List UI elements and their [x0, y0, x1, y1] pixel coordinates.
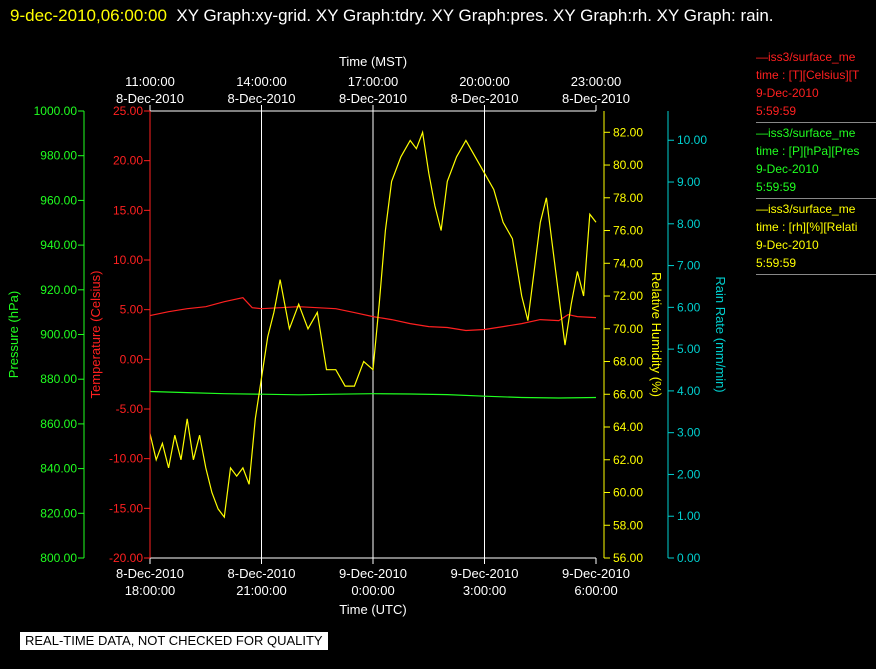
- rain-axis-tick-label: 0.00: [677, 551, 701, 565]
- rain-axis-tick-label: 7.00: [677, 259, 701, 273]
- legend-date: 9-Dec-2010: [756, 162, 819, 176]
- x-bottom-tick-date: 9-Dec-2010: [451, 566, 519, 581]
- legend-date: 9-Dec-2010: [756, 238, 819, 252]
- temperature-axis-tick-label: 5.00: [120, 303, 144, 317]
- series-layer: [149, 129, 597, 519]
- rain-axis-tick-label: 6.00: [677, 300, 701, 314]
- rain-axis-label: Rain Rate (mm/min): [713, 276, 728, 392]
- axes-layer: 8-Dec-2010 18:00:00 8-Dec-2010 21:00:00 9-De…: [6, 54, 728, 617]
- rh-series-line: [149, 129, 597, 519]
- rh-axis-tick-label: 62.00: [613, 453, 643, 467]
- temperature-axis-tick-label: 0.00: [120, 352, 144, 366]
- rain-axis-tick-label: 5.00: [677, 342, 701, 356]
- x-top-tick-time: 20:00:00: [459, 74, 510, 89]
- pressure-axis-tick-label: 960.00: [40, 193, 77, 207]
- legend-time: 5:59:59: [756, 256, 797, 270]
- rh-axis-tick-label: 82.00: [613, 125, 643, 139]
- x-top-tick-time: 11:00:00: [125, 74, 175, 89]
- rh-axis-tick-label: 58.00: [613, 518, 643, 532]
- pressure-axis-tick-label: 880.00: [40, 372, 77, 386]
- rain-axis-tick-label: 1.00: [677, 509, 701, 523]
- graph-list: XY Graph:xy-grid. XY Graph:tdry. XY Grap…: [176, 6, 774, 25]
- x-top-tick-date: 8-Dec-2010: [116, 91, 184, 106]
- rain-axis-tick-label: 4.00: [677, 384, 701, 398]
- rain-axis-tick-label: 3.00: [677, 426, 701, 440]
- rh-axis-label: Relative Humidity (%): [649, 272, 664, 397]
- legend-units: time : [rh][%][Relati: [756, 220, 858, 234]
- legend-time: 5:59:59: [756, 104, 797, 118]
- x-bottom-tick-date: 8-Dec-2010: [116, 566, 184, 581]
- x-top-tick-time: 23:00:00: [571, 74, 622, 89]
- rh-axis-tick-label: 56.00: [613, 551, 643, 565]
- pressure-axis-tick-label: 980.00: [40, 149, 77, 163]
- temperature-axis-tick-label: 15.00: [113, 203, 143, 217]
- pressure-axis-label: Pressure (hPa): [6, 291, 21, 378]
- temperature-axis-tick-label: -15.00: [109, 501, 143, 515]
- x-bottom-tick-time: 21:00:00: [236, 583, 287, 598]
- legend-line: —iss3/surface_me: [756, 50, 856, 64]
- legend-units: time : [P][hPa][Pres: [756, 144, 860, 158]
- x-top-tick-time: 17:00:00: [348, 74, 399, 89]
- x-top-tick-time: 14:00:00: [236, 74, 287, 89]
- pressure-axis-tick-label: 800.00: [40, 551, 77, 565]
- temperature-axis-tick-label: 10.00: [113, 253, 143, 267]
- x-top-axis-label: Time (MST): [339, 54, 407, 69]
- x-bottom-tick-time: 3:00:00: [463, 583, 506, 598]
- pressure-series-line: [149, 390, 597, 399]
- x-bottom-tick-time: 18:00:00: [125, 583, 176, 598]
- temperature-axis-tick-label: -20.00: [109, 551, 143, 565]
- rh-axis-tick-label: 72.00: [613, 289, 643, 303]
- rh-axis-tick-label: 68.00: [613, 355, 643, 369]
- temperature-axis-tick-label: 25.00: [113, 104, 143, 118]
- x-bottom-tick-date: 9-Dec-2010: [339, 566, 407, 581]
- x-bottom-tick-time: 6:00:00: [574, 583, 617, 598]
- pressure-axis-tick-label: 840.00: [40, 462, 77, 476]
- timestamp: 9-dec-2010,06:00:00: [10, 6, 167, 25]
- temperature-axis-tick-label: -5.00: [116, 402, 144, 416]
- rh-axis-tick-label: 66.00: [613, 387, 643, 401]
- x-bottom-tick-date: 9-Dec-2010: [562, 566, 630, 581]
- legend-date: 9-Dec-2010: [756, 86, 819, 100]
- temperature-series-line: [149, 297, 597, 332]
- pressure-axis-tick-label: 820.00: [40, 506, 77, 520]
- rh-axis-tick-label: 64.00: [613, 420, 643, 434]
- pressure-axis-tick-label: 920.00: [40, 283, 77, 297]
- x-top-tick-date: 8-Dec-2010: [562, 91, 630, 106]
- quality-notice: REAL-TIME DATA, NOT CHECKED FOR QUALITY: [20, 632, 328, 650]
- legend-time: 5:59:59: [756, 180, 797, 194]
- pressure-axis-tick-label: 900.00: [40, 328, 77, 342]
- temperature-axis-tick-label: -10.00: [109, 452, 143, 466]
- legend-line: —iss3/surface_me: [756, 126, 856, 140]
- pressure-axis-tick-label: 1000.00: [34, 104, 78, 118]
- legend-line: —iss3/surface_me: [756, 202, 856, 216]
- rh-axis-tick-label: 60.00: [613, 486, 643, 500]
- legend-units: time : [T][Celsius][T: [756, 68, 860, 82]
- temperature-axis-label: Temperature (Celsius): [88, 271, 103, 399]
- rh-axis-tick-label: 74.00: [613, 256, 643, 270]
- x-bottom-tick-time: 0:00:00: [351, 583, 394, 598]
- rain-axis-tick-label: 8.00: [677, 217, 701, 231]
- legend: —iss3/surface_me time : [T][Celsius][T 9-D…: [756, 48, 876, 276]
- x-top-tick-date: 8-Dec-2010: [228, 91, 296, 106]
- rain-axis-tick-label: 2.00: [677, 467, 701, 481]
- x-bottom-axis-label: Time (UTC): [339, 602, 406, 617]
- rh-axis-tick-label: 78.00: [613, 191, 643, 205]
- rain-axis-tick-label: 9.00: [677, 175, 701, 189]
- grid-lines: [261, 111, 485, 558]
- rain-axis-tick-label: 10.00: [677, 133, 707, 147]
- pressure-axis-tick-label: 860.00: [40, 417, 77, 431]
- temperature-axis-tick-label: 20.00: [113, 154, 143, 168]
- x-top-tick-date: 8-Dec-2010: [451, 91, 519, 106]
- x-top-tick-date: 8-Dec-2010: [339, 91, 407, 106]
- rh-axis-tick-label: 76.00: [613, 224, 643, 238]
- graph-title: 9-dec-2010,06:00:00 XY Graph:xy-grid. XY…: [10, 2, 860, 30]
- rh-axis-tick-label: 80.00: [613, 158, 643, 172]
- x-bottom-tick-date: 8-Dec-2010: [228, 566, 296, 581]
- pressure-axis-tick-label: 940.00: [40, 238, 77, 252]
- rh-axis-tick-label: 70.00: [613, 322, 643, 336]
